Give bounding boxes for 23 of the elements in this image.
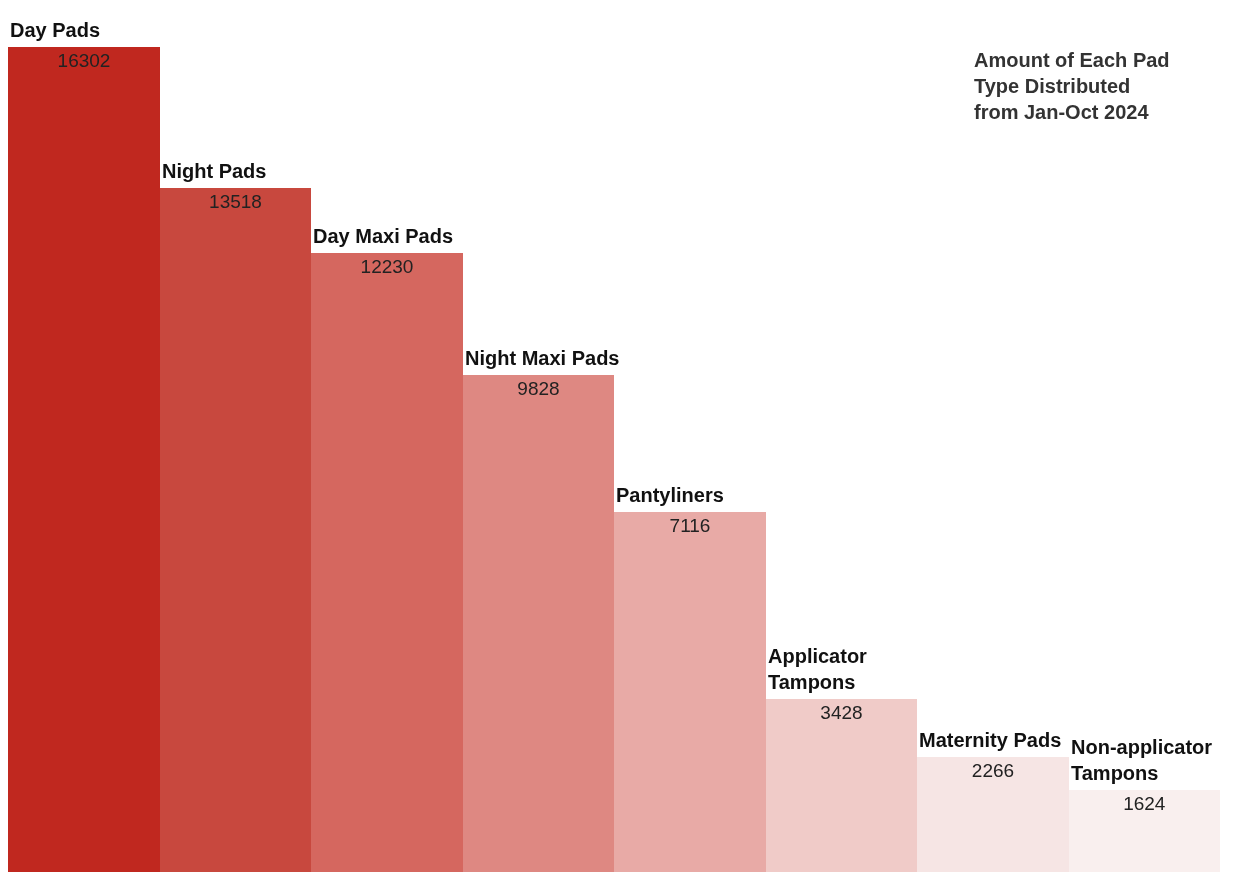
bar xyxy=(311,253,463,872)
data-label: 12230 xyxy=(360,256,414,277)
data-label: 13518 xyxy=(209,191,262,212)
x-tick-label: Non-applicator Tampons xyxy=(1071,736,1213,784)
data-label: 9828 xyxy=(517,378,560,399)
data-label: 1624 xyxy=(1123,793,1166,814)
x-tick-label: Day Maxi Pads xyxy=(313,225,454,247)
x-tick-label: Night Pads xyxy=(162,160,267,182)
data-label: 7116 xyxy=(669,515,711,536)
x-tick-label: Day Pads xyxy=(10,19,101,41)
bar xyxy=(8,47,160,872)
bar xyxy=(160,188,311,872)
data-label: 3428 xyxy=(820,702,863,723)
data-label: 16302 xyxy=(57,50,111,71)
x-tick-label: Pantyliners xyxy=(616,484,724,506)
x-tick-label: Maternity Pads xyxy=(919,729,1062,751)
bar xyxy=(614,512,766,872)
x-tick-label: Night Maxi Pads xyxy=(465,347,620,369)
x-tick-label: Applicator Tampons xyxy=(768,645,868,693)
text: Amount of Each Pad Type Distributed from Jan-Oct 2024 xyxy=(974,49,1170,123)
data-label: 2266 xyxy=(971,760,1015,781)
bar xyxy=(463,375,614,872)
bar xyxy=(766,699,917,872)
